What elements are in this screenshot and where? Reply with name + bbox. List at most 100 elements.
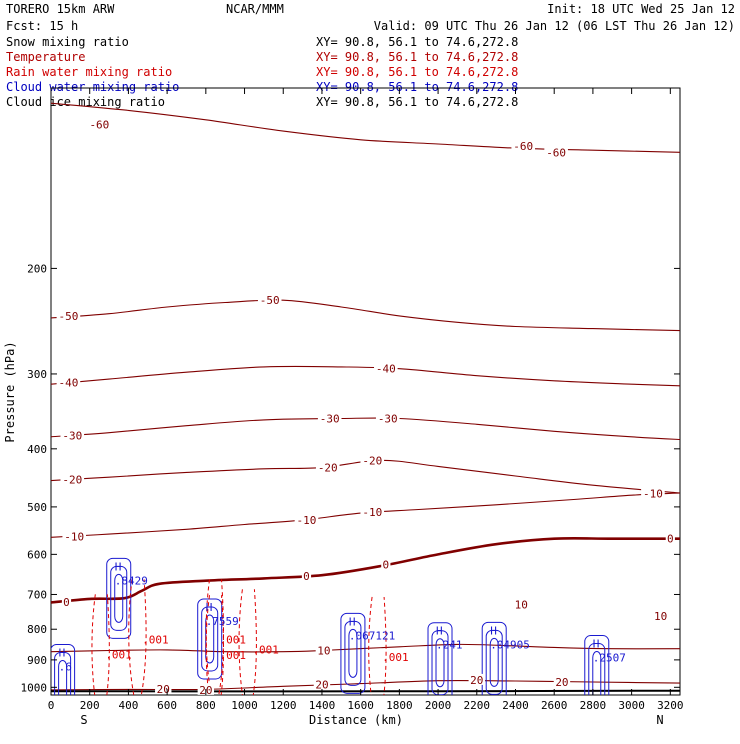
temperature-contour-20 xyxy=(51,680,680,691)
temperature-label-bg xyxy=(544,146,568,158)
model-title: TORERO 15km ARW xyxy=(6,2,115,16)
cloud-water-contour xyxy=(197,598,223,680)
temperature-contour-label: -20 xyxy=(318,462,338,475)
temperature-contour-label: -30 xyxy=(378,412,398,425)
y-tick-label: 300 xyxy=(27,368,47,381)
y-tick-label: 800 xyxy=(27,623,47,636)
temperature-label-bg xyxy=(61,595,72,607)
contour-labels: -60 -60 -60 -50 -50 -40 -40 -30 -30 -30 -20 -20 -20 -… xyxy=(56,118,675,697)
plot-frame xyxy=(50,87,681,696)
rain-water-contour xyxy=(238,589,257,695)
rain-water-label: .001 xyxy=(382,651,409,664)
rain-water-label: .001 xyxy=(105,648,132,661)
y-tick-label: 500 xyxy=(27,501,47,514)
x-tick-label: 1800 xyxy=(386,699,413,712)
temperature-contour-label: 10 xyxy=(515,599,528,612)
temperature-contour-label: 20 xyxy=(315,679,328,692)
temperature-label-bg xyxy=(511,140,536,152)
temperature-label-bg xyxy=(87,118,112,130)
temperature-label-bg xyxy=(375,412,400,424)
temperature-label-bg xyxy=(652,609,669,621)
cloud-water-max-marker: H xyxy=(593,638,600,651)
y-axis-label: Pressure (hPa) xyxy=(3,341,17,442)
temperature-contour-label: -30 xyxy=(320,412,340,425)
rain-water-contours xyxy=(91,579,387,695)
axes: 0 200 400 600 800 1000 1200 1400 1600 1800 2000 220… xyxy=(21,88,684,712)
cloud-water-contours xyxy=(51,557,610,695)
cloud-water-contour xyxy=(481,621,507,695)
rain-water-label: .001 xyxy=(220,633,247,646)
y-tick-label: 600 xyxy=(27,548,47,561)
temperature-contour-label: 0 xyxy=(63,596,70,609)
temperature-label-bg xyxy=(60,429,85,441)
temperature-contour-label: -10 xyxy=(297,514,317,527)
rain-water-contour xyxy=(91,594,110,695)
x-tick-label: 0 xyxy=(48,699,55,712)
temperature-contour-10 xyxy=(51,643,680,653)
x-tick-label: 2600 xyxy=(541,699,568,712)
x-end-label-left: S xyxy=(80,713,87,727)
cloud-water-contour xyxy=(340,612,366,694)
init-time: Init: 18 UTC Wed 25 Jan 12 xyxy=(547,2,735,16)
x-tick-label: 1000 xyxy=(231,699,258,712)
temperature-contour-label: 20 xyxy=(157,683,170,696)
cloud-water-contour xyxy=(592,651,602,695)
cloud-water-contour xyxy=(489,637,499,687)
cloud-water-contour xyxy=(348,628,358,678)
x-tick-label: 3200 xyxy=(657,699,684,712)
x-tick-label: 1200 xyxy=(270,699,297,712)
temperature-label-bg xyxy=(360,506,385,518)
rain-water-contour xyxy=(368,596,387,695)
temperature-contour-label: 20 xyxy=(470,674,483,687)
temperature-contour-m30 xyxy=(51,417,680,441)
y-tick-label: 1000 xyxy=(21,681,48,694)
temperature-label-bg xyxy=(374,362,398,374)
legend-rain-label: Rain water mixing ratio xyxy=(6,65,172,79)
cloud-water-max-label: .6 xyxy=(59,660,72,673)
temperature-contour-label: 0 xyxy=(303,570,310,583)
rain-water-label: .001 xyxy=(220,649,247,662)
temperature-label-bg xyxy=(553,676,571,688)
cloud-water-max-marker: H xyxy=(206,601,213,614)
cloud-water-contour xyxy=(114,573,124,623)
x-tick-label: 600 xyxy=(157,699,177,712)
temperature-label-bg xyxy=(665,532,675,544)
legend: Snow mixing ratio XY= 90.8, 56.1 to 74.6… xyxy=(6,35,518,109)
temperature-contour-label: -20 xyxy=(362,454,382,467)
y-tick-label: 200 xyxy=(27,262,47,275)
y-tick-label: 900 xyxy=(27,654,47,667)
temperature-label-bg xyxy=(315,461,340,473)
cloud-water-max-label: .04905 xyxy=(490,638,530,651)
temperature-contour-label: -10 xyxy=(643,488,663,501)
valid-time: Valid: 09 UTC Thu 26 Jan 12 (06 LST Thu … xyxy=(374,19,735,33)
rain-water-contour xyxy=(205,595,225,695)
x-tick-label: 2000 xyxy=(425,699,452,712)
x-tick-label: 400 xyxy=(118,699,138,712)
temperature-contour-label: -60 xyxy=(89,118,109,131)
temperature-label-bg xyxy=(381,558,391,570)
cloud-water-contour xyxy=(106,557,132,639)
temperature-label-bg xyxy=(641,487,665,499)
temperature-contour-label: 0 xyxy=(383,559,390,572)
temperature-label-bg xyxy=(513,598,530,610)
temperature-label-bg xyxy=(62,530,87,542)
x-tick-label: 2200 xyxy=(464,699,491,712)
forecast-hour: Fcst: 15 h xyxy=(6,19,78,33)
temperature-label-bg xyxy=(317,412,342,424)
cloud-water-contour xyxy=(485,629,503,695)
cloud-water-contour xyxy=(344,620,362,686)
y-tick-label: 700 xyxy=(27,588,47,601)
temperature-label-bg xyxy=(294,514,319,526)
x-tick-label: 3000 xyxy=(618,699,645,712)
cloud-water-max-marker: H xyxy=(490,624,497,637)
temperature-contour-label: -60 xyxy=(513,140,533,153)
cloud-water-max-label: .7559 xyxy=(206,615,239,628)
temperature-contour-m20 xyxy=(51,459,680,494)
cloud-water-contour xyxy=(431,630,449,695)
x-tick-label: 2800 xyxy=(580,699,607,712)
cloud-water-contour xyxy=(588,643,606,695)
cloud-water-contour xyxy=(435,638,445,688)
legend-cloud-water-xy: XY= 90.8, 56.1 to 74.6,272.8 xyxy=(316,80,518,94)
cloud-water-contour xyxy=(51,643,76,695)
